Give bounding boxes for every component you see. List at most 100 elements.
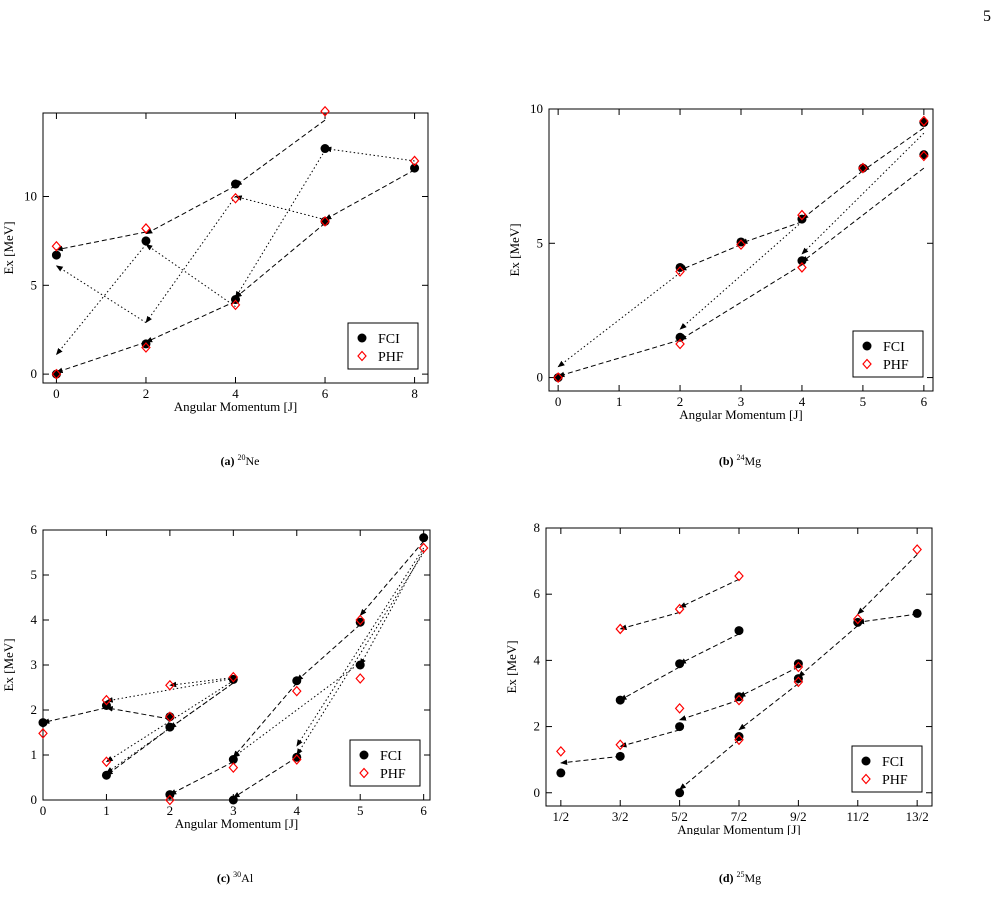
transition-arrow [678, 699, 740, 721]
transition-arrow [169, 761, 234, 796]
transition-arrow [145, 300, 236, 343]
x-axis-label: Angular Momentum [J] [174, 399, 297, 414]
phf-point [675, 338, 685, 350]
phf-point [858, 162, 868, 174]
transition-arrow [862, 127, 925, 172]
chart-mg25: 1/2 3/2 5/2 7/2 9/2 11/2 13/2 0 2 4 6 8 Angular Mome… [504, 520, 933, 835]
phf-point [674, 702, 685, 714]
transition-arrow [145, 244, 236, 308]
fci-point [320, 216, 330, 226]
fci-point [292, 676, 302, 686]
x-tick-label: 1 [103, 803, 110, 818]
phf-point [418, 542, 429, 554]
phf-point [141, 223, 151, 234]
x-tick-label: 7/2 [731, 809, 748, 824]
fci-point [675, 659, 685, 669]
transition-arrow [296, 624, 361, 682]
x-tick-label: 2 [143, 386, 150, 401]
x-tick-label: 4 [294, 803, 301, 818]
phf-point [919, 150, 929, 162]
y-tick-label: 10 [530, 101, 543, 116]
y-axis-label: Ex [MeV] [504, 640, 519, 693]
fci-point [231, 179, 240, 189]
legend-phf-marker [359, 767, 369, 779]
phf-point [409, 155, 420, 167]
transition-arrow [560, 755, 621, 766]
x-tick-label: 1/2 [553, 809, 570, 824]
x-tick-label: 3 [738, 394, 745, 409]
phf-point [51, 368, 62, 380]
transition-arrow [679, 244, 742, 271]
fci-point [615, 751, 625, 761]
transition-arrow [801, 170, 864, 220]
fci-point [101, 770, 111, 780]
transition-arrow [296, 547, 425, 747]
caption-a-mass: 20 [237, 453, 246, 462]
x-tick-label: 8 [411, 386, 418, 401]
phf-point [734, 694, 744, 706]
legend-phf-marker [862, 358, 872, 370]
phf-point [230, 299, 241, 311]
transition-arrow [234, 195, 326, 221]
fci-point [228, 795, 238, 805]
transition-arrow [105, 727, 171, 776]
x-tick-label: 3/2 [612, 809, 629, 824]
phf-point [919, 115, 929, 127]
transition-arrow [42, 707, 107, 724]
transition-arrow [557, 339, 681, 378]
transition-arrow [232, 756, 298, 799]
fci-point [858, 163, 868, 173]
legend-fci-marker [359, 750, 369, 760]
chart-panel-d: 1/2 3/2 5/2 7/2 9/2 11/2 13/2 0 2 4 6 8 Angular Mome… [500, 515, 1000, 895]
fci-point [793, 659, 803, 669]
transition-arrow [678, 578, 740, 608]
phf-point [793, 661, 804, 673]
x-tick-label: 5 [357, 803, 364, 818]
transition-arrow [324, 169, 415, 221]
transition-arrow [105, 680, 234, 763]
transition-arrow [619, 611, 680, 630]
fci-point [736, 237, 746, 247]
fci-point [292, 752, 302, 762]
x-tick-label: 9/2 [790, 809, 807, 824]
transition-arrow [359, 550, 425, 666]
y-tick-label: 6 [534, 586, 541, 601]
phf-point [165, 711, 175, 723]
fci-point [165, 722, 175, 732]
legend-box [349, 739, 421, 787]
transition-arrow [801, 132, 925, 255]
legend-label: PHF [378, 350, 404, 365]
x-tick-label: 0 [555, 394, 562, 409]
y-tick-label: 3 [31, 657, 38, 672]
phf-point [736, 239, 746, 251]
x-tick-label: 6 [921, 394, 928, 409]
transition-arrow [55, 231, 147, 252]
x-tick-label: 11/2 [846, 809, 869, 824]
fci-point [228, 755, 238, 764]
legend-label: FCI [882, 755, 904, 770]
caption-c: (c) 30Al [135, 870, 335, 886]
y-tick-label: 0 [31, 366, 38, 381]
transition-arrow [738, 683, 799, 731]
phf-point [51, 240, 62, 252]
phf-point [230, 192, 241, 204]
phf-point [291, 754, 302, 765]
x-tick-label: 6 [322, 386, 329, 401]
chart-panel-a: 0 2 4 6 8 0 5 10 Angular Momentum [J] Ex [MeV] FCI… [0, 95, 500, 475]
fci-point [853, 617, 863, 627]
x-axis-label: Angular Momentum [J] [175, 816, 298, 831]
fci-point [556, 768, 566, 778]
chart-al30: 0 1 2 3 4 5 6 0 1 2 3 4 5 6 Angular Momentum [J] Ex [Me… [1, 522, 431, 831]
fci-point [793, 674, 803, 684]
transition-arrow [55, 265, 147, 324]
fci-point [734, 732, 744, 741]
transition-arrow [359, 540, 425, 617]
legend-box [852, 330, 924, 378]
y-tick-label: 2 [31, 702, 38, 717]
legend-label: PHF [882, 773, 908, 788]
caption-b: (b) 24Mg [640, 453, 840, 469]
fci-point [38, 718, 48, 728]
phf-point [165, 679, 175, 691]
caption-c-label: (c) [216, 871, 231, 885]
y-tick-label: 5 [31, 567, 38, 582]
